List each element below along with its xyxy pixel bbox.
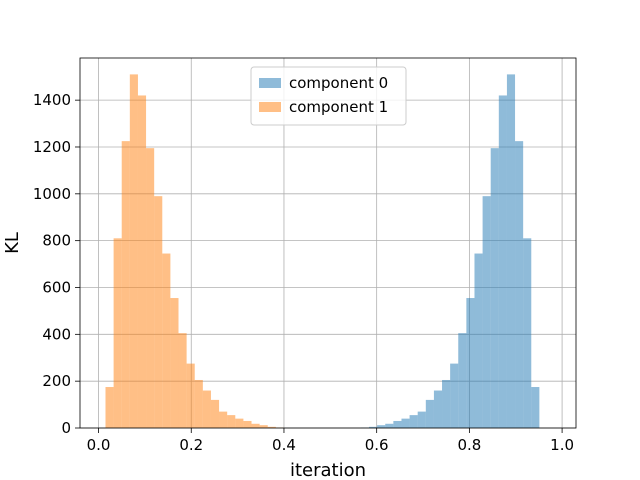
histogram-bar-component-1 — [219, 411, 228, 428]
x-tick-label: 0.2 — [179, 436, 203, 454]
histogram-bar-component-0 — [450, 363, 459, 428]
histogram-bar-component-1 — [113, 238, 122, 428]
legend: component 0 component 1 — [250, 66, 407, 126]
histogram-bar-component-1 — [243, 420, 252, 428]
histogram-bar-component-0 — [474, 253, 483, 428]
histogram-bar-component-1 — [194, 379, 203, 428]
y-tick-label: 400 — [42, 325, 71, 343]
x-tick-label: 0.6 — [365, 436, 389, 454]
y-tick-label: 1200 — [33, 138, 71, 156]
x-tick-label: 0.4 — [272, 436, 296, 454]
histogram-bar-component-0 — [393, 420, 402, 428]
histogram-bar-component-0 — [498, 95, 507, 428]
histogram-bar-component-1 — [154, 196, 163, 428]
x-tick-label: 0.0 — [87, 436, 111, 454]
histogram-bar-component-0 — [409, 415, 418, 428]
histogram-bar-component-1 — [210, 399, 220, 428]
histogram-bar-component-1 — [235, 418, 244, 428]
histogram-bar-component-0 — [531, 387, 540, 428]
x-axis-label: iteration — [290, 460, 366, 480]
histogram-bar-component-0 — [506, 74, 516, 429]
histogram-bar-component-0 — [490, 148, 499, 428]
histogram-bar-component-0 — [417, 411, 426, 428]
y-tick-label: 600 — [42, 278, 71, 296]
x-axis: 0.0 0.2 0.4 0.6 0.8 1.0 — [87, 428, 574, 454]
histogram-bar-component-0 — [433, 390, 443, 428]
histogram-bar-component-1 — [202, 390, 211, 428]
y-tick-label: 800 — [42, 232, 71, 250]
histogram-bar-component-1 — [186, 363, 195, 428]
x-tick-label: 0.8 — [457, 436, 481, 454]
histogram-bar-component-0 — [377, 425, 386, 428]
legend-swatch-component-1 — [259, 102, 281, 112]
histogram-bar-component-1 — [178, 333, 187, 428]
y-tick-label: 200 — [42, 372, 71, 390]
histogram-bar-component-1 — [259, 425, 268, 428]
histogram-bar-component-0 — [458, 333, 467, 428]
histogram-bar-component-0 — [523, 238, 532, 428]
histogram-bar-component-0 — [442, 379, 451, 428]
y-tick-label: 1400 — [33, 91, 71, 109]
y-axis-label: KL — [2, 232, 23, 254]
legend-swatch-component-0 — [259, 78, 281, 88]
histogram-bar-component-0 — [466, 298, 475, 428]
histogram-bar-component-1 — [227, 415, 236, 428]
histogram-bar-component-0 — [515, 141, 524, 428]
y-tick-label: 0 — [61, 419, 71, 437]
histogram-bar-component-0 — [401, 418, 410, 428]
histogram-bar-component-1 — [251, 423, 260, 428]
histogram-bar-component-1 — [170, 298, 179, 428]
histogram-bar-component-1 — [121, 141, 130, 428]
histogram-bar-component-1 — [162, 253, 171, 428]
histogram-bar-component-0 — [385, 423, 394, 428]
legend-label-component-1: component 1 — [289, 98, 388, 116]
y-axis: 0 200 400 600 800 1000 1200 1400 — [33, 91, 80, 437]
histogram-bar-component-0 — [482, 196, 491, 428]
bars — [105, 74, 540, 429]
histogram-bar-component-1 — [105, 387, 114, 428]
legend-label-component-0: component 0 — [289, 74, 388, 92]
histogram-bar-component-0 — [369, 426, 378, 428]
y-tick-label: 1000 — [33, 185, 71, 203]
histogram-bar-component-1 — [146, 148, 155, 428]
histogram-bar-component-0 — [425, 399, 434, 428]
histogram-bar-component-1 — [137, 95, 147, 428]
x-tick-label: 1.0 — [550, 436, 574, 454]
plot-frame — [79, 57, 577, 429]
histogram-bar-component-1 — [129, 74, 138, 429]
legend-box — [250, 66, 407, 126]
histogram-bar-component-1 — [267, 426, 276, 428]
